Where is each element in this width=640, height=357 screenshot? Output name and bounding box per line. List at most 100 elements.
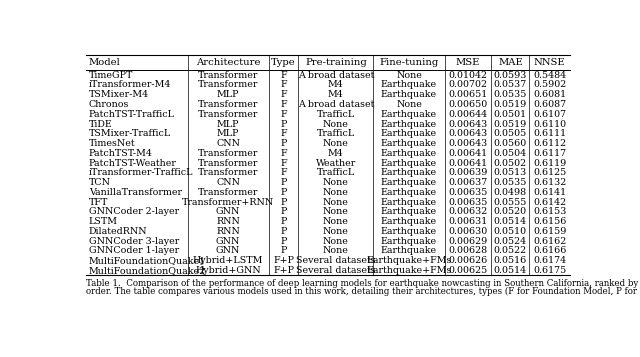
Text: 0.6166: 0.6166: [533, 246, 566, 255]
Text: 0.6117: 0.6117: [533, 149, 566, 158]
Text: Transformer+RNN: Transformer+RNN: [182, 197, 275, 207]
Text: Earthquake: Earthquake: [381, 188, 437, 197]
Text: Transformer: Transformer: [198, 71, 259, 80]
Text: 0.6162: 0.6162: [533, 237, 566, 246]
Text: MAE: MAE: [498, 58, 523, 67]
Text: Pre-training: Pre-training: [305, 58, 367, 67]
Text: Earthquake: Earthquake: [381, 139, 437, 148]
Text: 0.0498: 0.0498: [494, 188, 527, 197]
Text: Transformer: Transformer: [198, 168, 259, 177]
Text: Architecture: Architecture: [196, 58, 260, 67]
Text: TrafficL: TrafficL: [317, 110, 355, 119]
Text: Earthquake: Earthquake: [381, 237, 437, 246]
Text: Fine-tuning: Fine-tuning: [380, 58, 438, 67]
Text: MLP: MLP: [217, 90, 239, 99]
Text: Several datasets: Several datasets: [296, 266, 376, 275]
Text: 0.6112: 0.6112: [533, 139, 566, 148]
Text: 0.00643: 0.00643: [449, 120, 488, 129]
Text: M4: M4: [328, 90, 344, 99]
Text: P: P: [280, 120, 287, 129]
Text: F+P: F+P: [273, 256, 294, 265]
Text: P: P: [280, 246, 287, 255]
Text: 0.6175: 0.6175: [533, 266, 566, 275]
Text: MSE: MSE: [456, 58, 480, 67]
Text: LSTM: LSTM: [89, 217, 118, 226]
Text: P: P: [280, 227, 287, 236]
Text: Earthquake: Earthquake: [381, 246, 437, 255]
Text: P: P: [280, 217, 287, 226]
Text: 0.6142: 0.6142: [533, 197, 566, 207]
Text: Transformer: Transformer: [198, 80, 259, 90]
Text: 0.00637: 0.00637: [449, 178, 488, 187]
Text: NNSE: NNSE: [534, 58, 566, 67]
Text: 0.00650: 0.00650: [449, 100, 488, 109]
Text: Type: Type: [271, 58, 296, 67]
Text: GNN: GNN: [216, 246, 241, 255]
Text: None: None: [323, 207, 349, 216]
Text: GNNCoder 2-layer: GNNCoder 2-layer: [89, 207, 179, 216]
Text: None: None: [323, 227, 349, 236]
Text: 0.6141: 0.6141: [533, 188, 566, 197]
Text: Earthquake: Earthquake: [381, 149, 437, 158]
Text: 0.00641: 0.00641: [449, 159, 488, 167]
Text: Earthquake: Earthquake: [381, 120, 437, 129]
Text: 0.0560: 0.0560: [493, 139, 527, 148]
Text: P: P: [280, 178, 287, 187]
Text: 0.00625: 0.00625: [449, 266, 488, 275]
Text: M4: M4: [328, 149, 344, 158]
Text: 0.6081: 0.6081: [533, 90, 566, 99]
Text: Transformer: Transformer: [198, 188, 259, 197]
Text: 0.0519: 0.0519: [493, 100, 527, 109]
Text: 0.00626: 0.00626: [449, 256, 488, 265]
Text: 0.00632: 0.00632: [449, 207, 488, 216]
Text: MLP: MLP: [217, 129, 239, 138]
Text: RNN: RNN: [216, 217, 240, 226]
Text: F: F: [280, 149, 287, 158]
Text: F: F: [280, 129, 287, 138]
Text: Earthquake: Earthquake: [381, 80, 437, 90]
Text: None: None: [396, 71, 422, 80]
Text: 0.0519: 0.0519: [493, 120, 527, 129]
Text: None: None: [323, 120, 349, 129]
Text: None: None: [323, 197, 349, 207]
Text: MLP: MLP: [217, 120, 239, 129]
Text: None: None: [323, 178, 349, 187]
Text: Several datasets: Several datasets: [296, 256, 376, 265]
Text: 0.6125: 0.6125: [533, 168, 566, 177]
Text: 0.00628: 0.00628: [449, 246, 488, 255]
Text: None: None: [323, 217, 349, 226]
Text: 0.0502: 0.0502: [494, 159, 527, 167]
Text: 0.00641: 0.00641: [449, 149, 488, 158]
Text: 0.5484: 0.5484: [533, 71, 566, 80]
Text: None: None: [323, 188, 349, 197]
Text: Earthquake: Earthquake: [381, 207, 437, 216]
Text: 0.6153: 0.6153: [533, 207, 566, 216]
Text: iTransformer-M4: iTransformer-M4: [89, 80, 172, 90]
Text: 0.00639: 0.00639: [448, 168, 488, 177]
Text: 0.0537: 0.0537: [493, 80, 527, 90]
Text: F: F: [280, 80, 287, 90]
Text: TrafficL: TrafficL: [317, 129, 355, 138]
Text: 0.00635: 0.00635: [448, 188, 488, 197]
Text: None: None: [323, 139, 349, 148]
Text: 0.0514: 0.0514: [494, 266, 527, 275]
Text: Transformer: Transformer: [198, 100, 259, 109]
Text: Earthquake: Earthquake: [381, 217, 437, 226]
Text: Model: Model: [89, 58, 121, 67]
Text: PatchTST-M4: PatchTST-M4: [89, 149, 153, 158]
Text: 0.0513: 0.0513: [493, 168, 527, 177]
Text: None: None: [323, 246, 349, 255]
Text: Earthquake: Earthquake: [381, 168, 437, 177]
Text: TiDE: TiDE: [89, 120, 113, 129]
Text: F: F: [280, 110, 287, 119]
Text: GNNCoder 3-layer: GNNCoder 3-layer: [89, 237, 179, 246]
Text: F: F: [280, 100, 287, 109]
Text: Earthquake: Earthquake: [381, 178, 437, 187]
Text: GNN: GNN: [216, 237, 241, 246]
Text: 0.00702: 0.00702: [449, 80, 488, 90]
Text: 0.6110: 0.6110: [533, 120, 566, 129]
Text: VanillaTransformer: VanillaTransformer: [89, 188, 182, 197]
Text: 0.6156: 0.6156: [533, 217, 566, 226]
Text: None: None: [323, 237, 349, 246]
Text: PatchTST-TrafficL: PatchTST-TrafficL: [89, 110, 175, 119]
